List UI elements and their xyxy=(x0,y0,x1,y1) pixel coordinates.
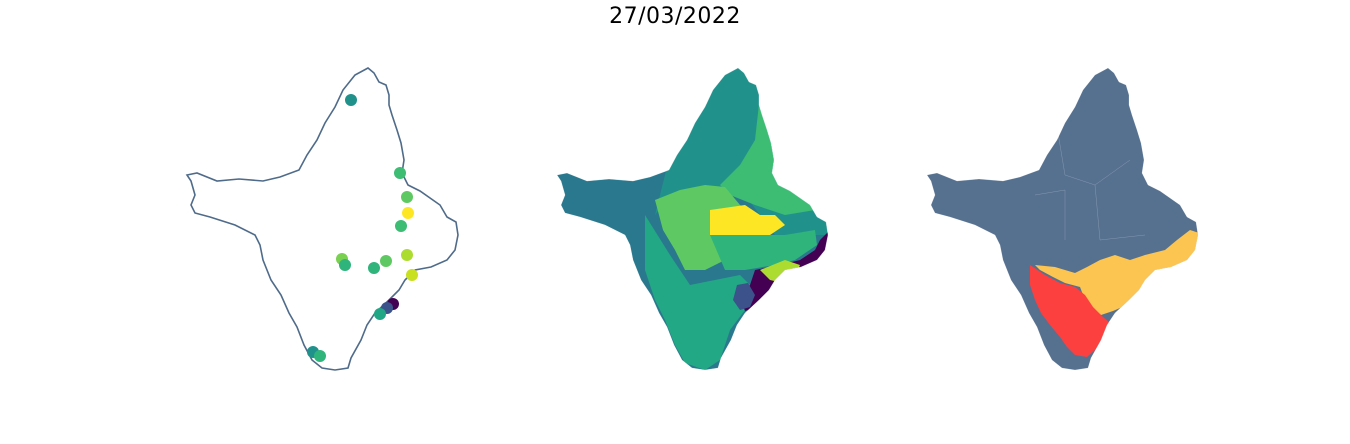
station-point xyxy=(339,259,351,271)
region-south-central xyxy=(710,230,817,270)
station-layer xyxy=(307,94,418,362)
region-high-risk xyxy=(1030,265,1110,357)
municipal-borders xyxy=(1034,114,1146,241)
stations-map-svg xyxy=(186,67,459,371)
station-point xyxy=(402,207,414,219)
region-south-mid xyxy=(733,283,755,310)
station-point xyxy=(380,255,392,267)
station-point xyxy=(374,308,386,320)
station-point xyxy=(406,269,418,281)
stations-map xyxy=(175,55,475,385)
station-point xyxy=(368,262,380,274)
region-medium-risk xyxy=(1035,230,1198,315)
station-point xyxy=(395,220,407,232)
region-southwest xyxy=(645,215,755,370)
station-point xyxy=(345,94,357,106)
station-point xyxy=(314,350,326,362)
interpolated-map xyxy=(545,55,845,385)
risk-map-svg xyxy=(926,67,1199,371)
station-point xyxy=(401,249,413,261)
station-point xyxy=(394,167,406,179)
interpolated-map-svg xyxy=(556,67,829,371)
station-point xyxy=(401,191,413,203)
risk-map xyxy=(915,55,1215,385)
region-hotspot xyxy=(710,205,785,235)
state-outline xyxy=(186,67,459,371)
figure-title: 27/03/2022 xyxy=(609,4,741,29)
